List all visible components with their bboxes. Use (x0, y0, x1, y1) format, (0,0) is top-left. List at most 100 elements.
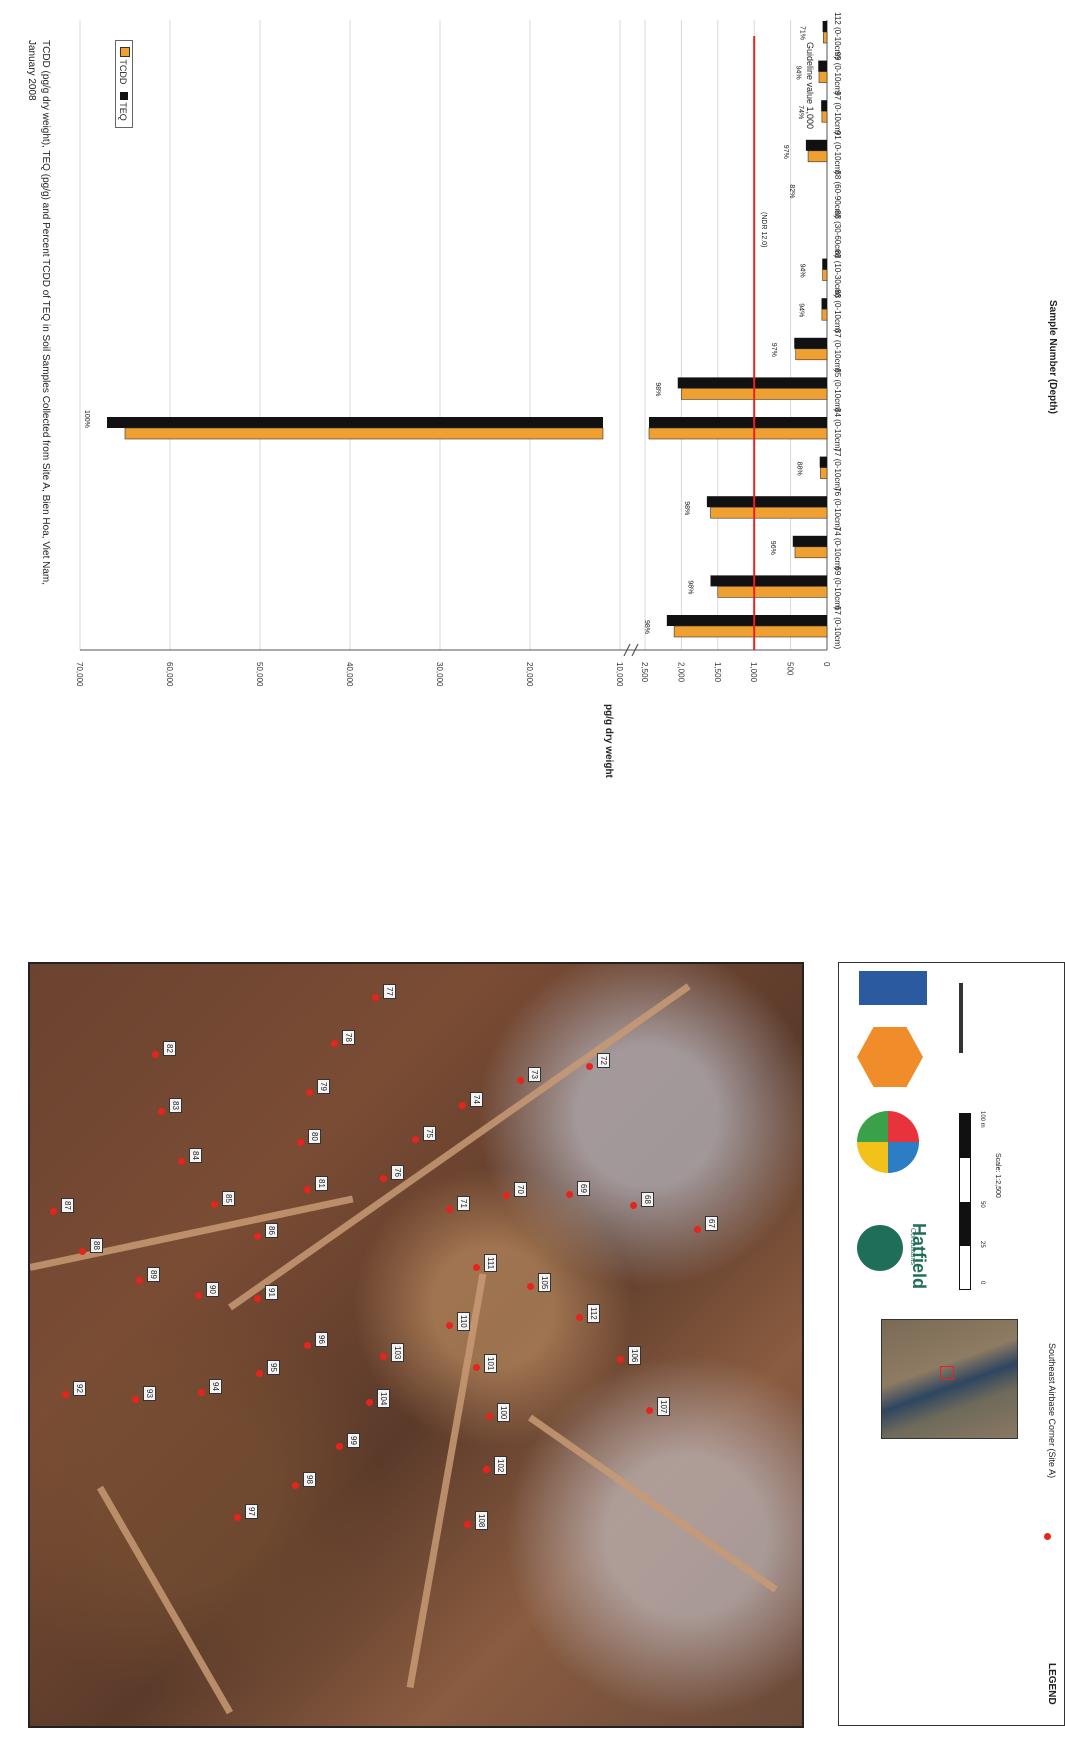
bar-tcdd-lower (648, 427, 828, 440)
percent-label: 97% (782, 145, 789, 159)
category-label: 85 (0-10cm) (833, 368, 842, 411)
sample-tag: 111 (483, 1254, 497, 1273)
aerial-map: 111 105 112 106 107 110 101 100 102 108 103 104 99 98… (28, 962, 804, 1728)
sample-tag: 80 (307, 1128, 321, 1144)
category-label: 88 (30-60cm) (833, 210, 842, 258)
sample-point (177, 1158, 185, 1166)
bar-teq-upper (107, 417, 603, 428)
percent-label: 98% (643, 620, 650, 634)
sample-tag: 75 (423, 1125, 437, 1141)
un-logo-icon (859, 971, 927, 1005)
sample-point (303, 1186, 311, 1194)
category-label: 88 (60-90cm) (833, 170, 842, 218)
road (96, 1485, 234, 1715)
sample-point (256, 1370, 264, 1378)
tick-label: 60,000 (165, 662, 174, 687)
sample-tag: 104 (376, 1388, 390, 1409)
sample-tag: 95 (267, 1360, 281, 1376)
sample-point (305, 1089, 313, 1097)
legend-heading: LEGEND (1046, 1663, 1057, 1705)
sample-point (194, 1292, 202, 1300)
bar-tcdd (822, 269, 828, 281)
legend-swatch-tcdd (120, 47, 130, 57)
sample-tag: 108 (475, 1510, 489, 1531)
category-label: 88 (10-30cm) (833, 250, 842, 298)
sample-point (616, 1355, 624, 1363)
sample-point (157, 1107, 165, 1115)
tick-label: 70,000 (75, 662, 84, 687)
percent-label: 98% (683, 501, 690, 515)
org-subtitle: Consultants (909, 1228, 916, 1265)
sample-point (303, 1341, 311, 1349)
tick-label: 30,000 (435, 662, 444, 687)
sample-point (135, 1276, 143, 1284)
category-label: 87 (0-10cm) (833, 329, 842, 372)
chart-legend: TCDD TEQ (115, 40, 133, 128)
tick-label: 10,000 (615, 662, 624, 687)
sample-tag: 106 (627, 1345, 641, 1365)
map-legend: LEGEND Southeast Airbase Corner (Site A)… (838, 962, 1065, 1726)
percent-label: 94% (794, 66, 801, 80)
bar-teq (677, 377, 827, 389)
hexagon-logo-icon (857, 1027, 923, 1087)
chart-ticks: 0 500 1,000 1,500 2,000 2,500 10,000 20,000 30,0… (75, 662, 831, 687)
bar-teq (821, 298, 827, 310)
sample-tag: 100 (496, 1403, 510, 1423)
tick-label: 500 (786, 662, 795, 676)
category-label: 69 (0-10cm) (833, 566, 842, 609)
tick-label: 20,000 (525, 662, 534, 687)
tick-label: 2,500 (640, 662, 649, 683)
sample-point (485, 1413, 493, 1421)
sample-tag: 86 (265, 1223, 279, 1239)
scale-tick-100m: 100 m (979, 1111, 985, 1128)
category-label: 77 (0-10cm) (833, 448, 842, 491)
legend-label-tcdd: TCDD (118, 59, 128, 85)
bar-teq (819, 456, 827, 468)
road (30, 1195, 354, 1271)
sample-point (503, 1192, 511, 1200)
sample-point (379, 1352, 387, 1360)
sample-tag: 72 (596, 1053, 610, 1069)
category-label: 91 (0-10cm) (833, 131, 842, 174)
sample-point (254, 1233, 262, 1241)
bar-tcdd (710, 506, 828, 519)
sample-tag: 69 (576, 1180, 590, 1196)
percent-label: 98% (687, 580, 694, 594)
category-label: 112 (0-10cm) (833, 12, 842, 59)
sample-point (365, 1398, 373, 1406)
sample-point (527, 1282, 535, 1290)
sample-point (79, 1248, 87, 1256)
sample-tag: 84 (188, 1148, 202, 1164)
sample-tag: 94 (209, 1379, 223, 1394)
percent-label: 96% (769, 541, 776, 555)
sample-point (464, 1520, 472, 1528)
sample-point (152, 1051, 160, 1059)
percent-label: 71% (799, 26, 806, 40)
road (406, 1273, 487, 1689)
bar-teq (821, 100, 827, 112)
percent-label: 94% (798, 303, 805, 317)
sample-tag: 71 (457, 1196, 471, 1212)
percent-label: 82% (788, 184, 795, 198)
legend-swatch-teq (120, 91, 128, 100)
bar-teq (706, 496, 827, 508)
sample-point (371, 994, 379, 1002)
sample-tag: 81 (314, 1176, 328, 1191)
sample-tag: 78 (341, 1030, 355, 1046)
inset-marker-icon (940, 1366, 954, 1380)
sample-point (630, 1201, 638, 1209)
sample-point (565, 1190, 573, 1198)
percent-label: 74% (797, 105, 804, 119)
bar-tcdd (717, 586, 828, 598)
sample-tag: 87 (61, 1197, 74, 1213)
bar-teq-lower (649, 417, 827, 428)
axis-break-mark (623, 643, 639, 657)
sample-point (50, 1207, 57, 1215)
sample-point (412, 1135, 420, 1143)
category-label: 74 (0-10cm) (833, 527, 842, 570)
sample-tag: 70 (514, 1182, 528, 1198)
sample-tag: 85 (222, 1190, 235, 1206)
sample-point (211, 1200, 218, 1208)
sample-point (233, 1514, 241, 1522)
bar-tcdd (673, 625, 828, 638)
